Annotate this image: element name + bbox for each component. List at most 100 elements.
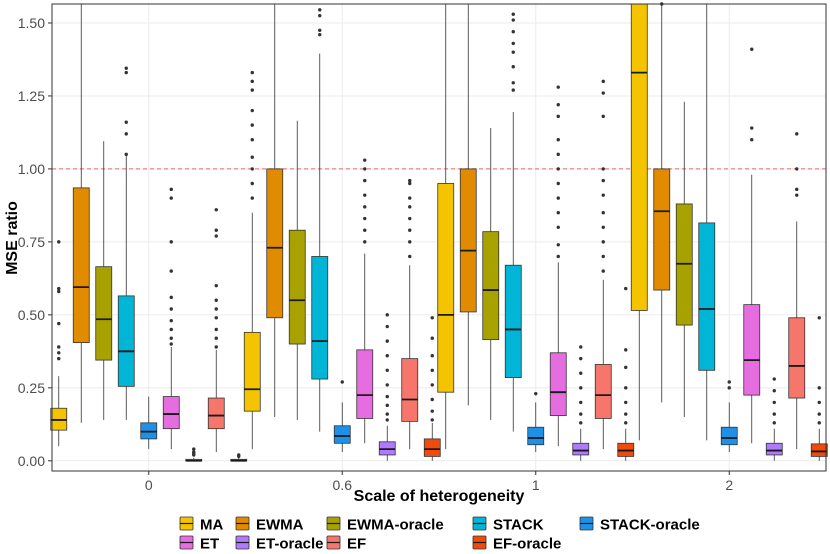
outlier-point (601, 167, 605, 171)
box-ET-2 (743, 47, 761, 444)
outlier-point (817, 316, 821, 320)
outlier-point (579, 345, 583, 349)
outlier-point (511, 30, 515, 34)
box-EWMA-oracle-2 (675, 101, 693, 418)
outlier-point (556, 196, 560, 200)
outlier-point (556, 181, 560, 186)
box-ET-oracle-1 (572, 345, 590, 461)
box-iqr (401, 358, 419, 422)
outlier-point (772, 377, 776, 381)
outlier-point (750, 47, 754, 51)
outlier-point (817, 400, 821, 405)
outlier-point (250, 70, 254, 75)
outlier-point (430, 383, 434, 387)
box-ET-0 (162, 187, 180, 450)
outlier-point (169, 196, 173, 200)
box-iqr (243, 331, 261, 412)
box-iqr (437, 183, 455, 393)
outlier-point (795, 193, 799, 197)
outlier-point (601, 210, 605, 215)
outlier-point (408, 216, 412, 221)
box-iqr (356, 349, 374, 419)
plot-panel-border (51, 3, 827, 472)
outlier-point (624, 286, 628, 291)
outlier-point (624, 386, 628, 390)
outlier-point (511, 88, 515, 92)
outlier-point (385, 324, 389, 329)
legend-label: STACK-oracle (600, 517, 700, 534)
y-tick-label: 0.75 (18, 234, 45, 250)
outlier-point (601, 254, 605, 259)
outlier-point (408, 178, 412, 183)
box-iqr (333, 425, 351, 444)
box-iqr (311, 256, 329, 380)
outlier-point (772, 389, 776, 393)
box-MA-1 (437, 4, 455, 450)
outlier-point (556, 254, 560, 259)
outlier-point (601, 193, 605, 197)
outlier-point (556, 102, 560, 107)
outlier-point (169, 269, 173, 273)
outlier-point (817, 386, 821, 390)
box-STACK-2 (698, 4, 716, 441)
outlier-point (363, 178, 367, 183)
outlier-point (250, 88, 254, 92)
outlier-point (601, 79, 605, 84)
box-EWMA-oracle-0.6 (288, 120, 306, 420)
outlier-point (430, 354, 434, 358)
box-STACK-oracle-2 (720, 380, 738, 453)
outlier-point (124, 66, 128, 70)
outlier-point (579, 356, 583, 361)
legend-item-EF: EF (326, 536, 366, 553)
outlier-point (169, 342, 173, 346)
box-iqr (162, 396, 180, 430)
outlier-point (250, 123, 254, 127)
legend-item-EF-oracle: EF-oracle (472, 536, 561, 553)
box-EWMA-2 (653, 2, 671, 403)
box-STACK-0 (117, 66, 135, 420)
y-tick-label: 0.50 (18, 307, 45, 323)
outlier-point (385, 394, 389, 399)
box-ET-1 (549, 85, 567, 447)
outlier-point (250, 196, 254, 200)
outlier-point (624, 400, 628, 405)
outlier-point (385, 412, 389, 416)
outlier-point (214, 345, 218, 349)
legend-item-ET: ET (179, 536, 219, 553)
box-EF-2 (788, 132, 806, 450)
outlier-point (511, 18, 515, 22)
outlier-point (192, 450, 196, 454)
outlier-point (214, 283, 218, 288)
outlier-point (385, 403, 389, 408)
box-MA-0 (50, 240, 68, 447)
box-EF-1 (594, 79, 612, 450)
box-EWMA-0.6 (266, 4, 284, 418)
outlier-point (556, 210, 560, 215)
outlier-point (795, 167, 799, 171)
outlier-point (214, 316, 218, 320)
outlier-point (624, 421, 628, 425)
x-axis-title: Scale of heterogeneity (354, 488, 525, 505)
outlier-point (57, 289, 61, 294)
box-ET-oracle-0 (185, 447, 203, 462)
outlier-point (363, 228, 367, 232)
outlier-point (556, 138, 560, 142)
legend-label: MA (200, 517, 223, 534)
outlier-point (727, 386, 731, 390)
outlier-point (214, 336, 218, 340)
outlier-point (363, 167, 367, 171)
box-iqr (630, 3, 648, 311)
outlier-point (556, 167, 560, 171)
outlier-point (214, 307, 218, 311)
plot-area (50, 2, 828, 471)
outlier-point (385, 339, 389, 343)
outlier-point (511, 12, 515, 16)
box-iqr (594, 364, 612, 419)
box-iqr (95, 266, 113, 361)
outlier-point (556, 152, 560, 157)
outlier-point (385, 313, 389, 317)
box-iqr (788, 317, 806, 399)
outlier-point (624, 348, 628, 352)
outlier-point (795, 132, 799, 136)
outlier-point (534, 391, 538, 396)
